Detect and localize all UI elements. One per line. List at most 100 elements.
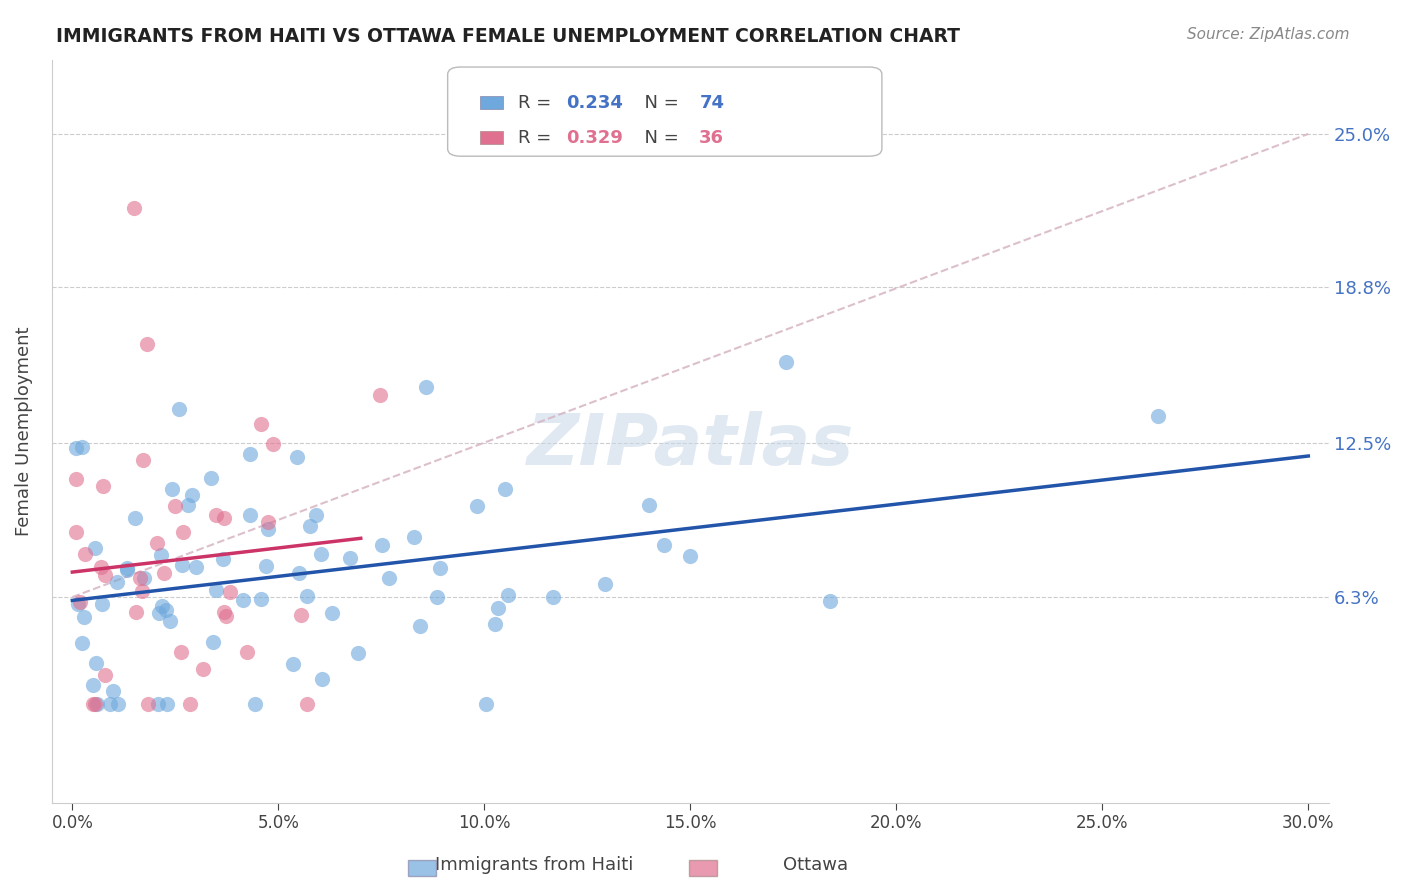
Point — [243, 697, 266, 711]
Point — [257, 515, 280, 529]
Point — [311, 672, 333, 686]
Point — [115, 563, 138, 577]
Point — [82, 678, 104, 692]
Point — [262, 436, 284, 450]
Point — [465, 499, 488, 513]
Y-axis label: Female Unemployment: Female Unemployment — [15, 326, 32, 536]
FancyBboxPatch shape — [479, 131, 502, 145]
Point — [131, 583, 153, 598]
Point — [239, 446, 262, 460]
Point — [136, 697, 159, 711]
Point — [299, 519, 322, 533]
Point — [202, 634, 225, 648]
Point — [218, 584, 240, 599]
Point — [101, 684, 124, 698]
Point — [94, 567, 117, 582]
Point — [179, 697, 201, 711]
Text: ZIPatlas: ZIPatlas — [527, 411, 853, 481]
Point — [98, 697, 121, 711]
FancyBboxPatch shape — [447, 67, 882, 156]
Point — [156, 697, 179, 711]
Point — [305, 508, 328, 523]
Point — [82, 697, 104, 711]
Point — [494, 482, 516, 496]
Point — [84, 541, 107, 555]
Point — [181, 488, 204, 502]
Point — [377, 571, 399, 585]
Text: 0.329: 0.329 — [567, 128, 623, 146]
Point — [249, 417, 271, 431]
Point — [290, 608, 312, 623]
Point — [105, 575, 128, 590]
Text: R =: R = — [517, 128, 557, 146]
Point — [148, 606, 170, 620]
Point — [215, 608, 238, 623]
Point — [91, 479, 114, 493]
Point — [288, 566, 311, 580]
Point — [295, 589, 318, 603]
Point — [66, 598, 89, 612]
Point — [172, 524, 194, 539]
Point — [75, 547, 97, 561]
Point — [128, 571, 150, 585]
FancyBboxPatch shape — [479, 96, 502, 110]
Point — [122, 201, 145, 215]
Text: Source: ZipAtlas.com: Source: ZipAtlas.com — [1187, 27, 1350, 42]
Point — [309, 548, 332, 562]
Point — [65, 472, 87, 486]
Point — [146, 697, 169, 711]
Point — [212, 605, 235, 619]
Point — [132, 453, 155, 467]
Point — [347, 646, 370, 660]
Point — [125, 605, 148, 619]
Point — [200, 471, 222, 485]
Point — [159, 615, 181, 629]
Point — [475, 697, 498, 711]
Point — [637, 498, 659, 512]
Point — [169, 402, 191, 417]
Point — [152, 599, 174, 613]
Point — [295, 697, 318, 711]
Point — [486, 601, 509, 615]
Point — [69, 594, 91, 608]
Point — [165, 499, 187, 513]
Point — [408, 619, 430, 633]
Point — [484, 617, 506, 632]
Text: Ottawa: Ottawa — [783, 856, 848, 874]
Point — [83, 697, 105, 711]
Point — [339, 550, 361, 565]
Point — [65, 524, 87, 539]
Point — [177, 498, 200, 512]
Text: 36: 36 — [699, 128, 724, 146]
Point — [426, 590, 449, 604]
Point — [652, 538, 675, 552]
Text: R =: R = — [517, 94, 557, 112]
Point — [239, 508, 262, 522]
Point — [205, 583, 228, 598]
Point — [285, 450, 308, 464]
Point — [93, 668, 115, 682]
Point — [170, 645, 193, 659]
Point — [89, 559, 111, 574]
Point — [370, 388, 392, 402]
Point — [402, 530, 425, 544]
Text: IMMIGRANTS FROM HAITI VS OTTAWA FEMALE UNEMPLOYMENT CORRELATION CHART: IMMIGRANTS FROM HAITI VS OTTAWA FEMALE U… — [56, 27, 960, 45]
Point — [1147, 409, 1170, 423]
Point — [124, 510, 146, 524]
Point — [541, 590, 564, 604]
Point — [146, 536, 169, 550]
Point — [415, 380, 437, 394]
Point — [132, 571, 155, 585]
Point — [160, 482, 183, 496]
Text: 0.234: 0.234 — [567, 94, 623, 112]
Point — [371, 537, 394, 551]
Point — [679, 549, 702, 563]
Point — [191, 663, 214, 677]
Point — [212, 552, 235, 566]
Point — [775, 355, 797, 369]
Text: N =: N = — [633, 94, 685, 112]
Point — [135, 337, 157, 351]
Point — [593, 577, 616, 591]
Point — [86, 697, 108, 711]
Text: N =: N = — [633, 128, 685, 146]
